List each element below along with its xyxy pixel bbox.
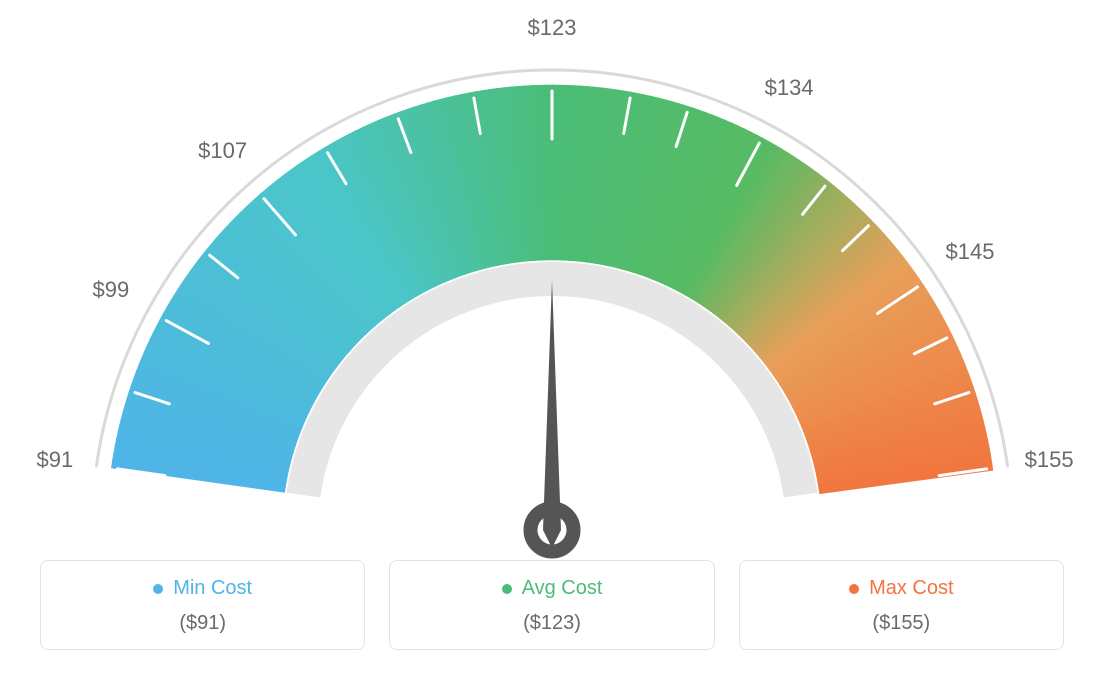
legend-title-max: Max Cost bbox=[849, 577, 953, 600]
gauge-chart: $91 $99 $107 $123 $134 $145 $155 bbox=[0, 0, 1104, 560]
legend-dot-avg bbox=[502, 584, 512, 594]
gauge-tick-label: $134 bbox=[765, 75, 814, 101]
legend-dot-max bbox=[849, 584, 859, 594]
legend-value-avg: ($123) bbox=[400, 612, 703, 635]
legend-card-min: Min Cost ($91) bbox=[40, 560, 365, 650]
legend-dot-min bbox=[153, 584, 163, 594]
legend-title-min: Min Cost bbox=[153, 577, 252, 600]
gauge-tick-label: $107 bbox=[198, 138, 247, 164]
gauge-tick-label: $155 bbox=[1025, 447, 1074, 473]
legend-label-min: Min Cost bbox=[173, 577, 252, 600]
legend-label-max: Max Cost bbox=[869, 577, 953, 600]
gauge-tick-label: $123 bbox=[528, 15, 577, 41]
legend-value-max: ($155) bbox=[750, 612, 1053, 635]
legend-label-avg: Avg Cost bbox=[522, 577, 603, 600]
legend-card-max: Max Cost ($155) bbox=[739, 560, 1064, 650]
gauge-tick-label: $145 bbox=[946, 239, 995, 265]
legend-value-min: ($91) bbox=[51, 612, 354, 635]
gauge-tick-label: $99 bbox=[92, 277, 129, 303]
legend-title-avg: Avg Cost bbox=[502, 577, 603, 600]
legend-card-avg: Avg Cost ($123) bbox=[389, 560, 714, 650]
gauge-tick-label: $91 bbox=[37, 447, 74, 473]
gauge-svg bbox=[0, 0, 1104, 560]
legend-row: Min Cost ($91) Avg Cost ($123) Max Cost … bbox=[0, 560, 1104, 650]
